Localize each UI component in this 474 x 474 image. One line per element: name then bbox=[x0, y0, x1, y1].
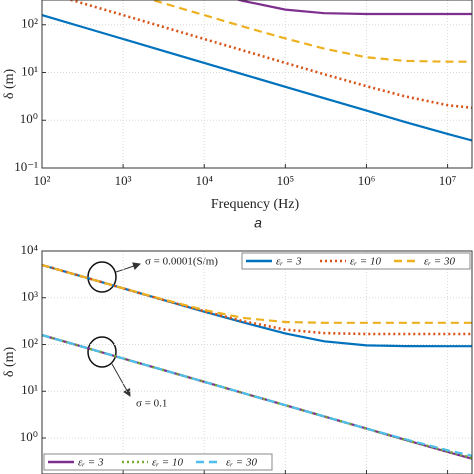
series-line bbox=[42, 14, 472, 142]
legend-label: εᵣ = 3 bbox=[78, 457, 104, 469]
y-tick-label: 10¹ bbox=[21, 382, 38, 397]
series-line bbox=[235, 0, 472, 16]
annotation-arrow bbox=[111, 363, 131, 397]
legend-label: εᵣ = 10 bbox=[152, 457, 183, 469]
x-tick-label: 10⁵ bbox=[277, 173, 295, 188]
series-line bbox=[42, 263, 472, 324]
annotation: σ = 0.1 bbox=[136, 398, 167, 410]
series-line bbox=[148, 0, 472, 63]
y-tick-label: 10⁰ bbox=[20, 429, 38, 444]
series-line bbox=[42, 334, 472, 457]
x-tick-label: 10³ bbox=[115, 173, 132, 188]
legend-label: εᵣ = 30 bbox=[424, 256, 455, 268]
y-axis-label: δ (m) bbox=[2, 347, 17, 378]
series-line bbox=[42, 333, 472, 460]
x-axis-label: Frequency (Hz) bbox=[211, 197, 300, 212]
legend-label: εᵣ = 3 bbox=[276, 256, 302, 268]
highlight-circle bbox=[87, 261, 117, 293]
x-tick-label: 10⁴ bbox=[195, 173, 213, 188]
y-tick-label: 10⁰ bbox=[20, 111, 38, 126]
legend-label: εᵣ = 10 bbox=[350, 256, 381, 268]
legend-box bbox=[43, 453, 273, 471]
plot-area bbox=[42, 0, 472, 142]
y-tick-label: 10³ bbox=[21, 289, 38, 304]
y-tick-label: 10¹ bbox=[21, 63, 38, 78]
highlight-circle bbox=[87, 336, 117, 368]
plot-area bbox=[42, 263, 472, 460]
legend-label: εᵣ = 30 bbox=[226, 457, 257, 469]
series-line bbox=[66, 0, 472, 110]
y-tick-label: 10⁻¹ bbox=[14, 159, 38, 174]
x-tick-label: 10⁶ bbox=[358, 173, 376, 188]
axes-box bbox=[41, 250, 473, 474]
series-line bbox=[42, 263, 472, 348]
axes-box bbox=[41, 0, 473, 169]
legend-box bbox=[241, 252, 471, 270]
x-tick-label: 10⁷ bbox=[439, 173, 457, 188]
y-tick-label: 10⁴ bbox=[20, 242, 38, 257]
y-axis-label: δ (m) bbox=[2, 69, 17, 100]
x-tick-label: 10² bbox=[34, 173, 51, 188]
y-tick-label: 10² bbox=[21, 335, 38, 350]
annotation: σ = 0.0001(S/m) bbox=[145, 256, 218, 268]
y-tick-label: 10² bbox=[21, 16, 38, 31]
annotation-arrow bbox=[115, 262, 141, 273]
series-line bbox=[42, 263, 472, 336]
caption: a bbox=[254, 215, 262, 231]
